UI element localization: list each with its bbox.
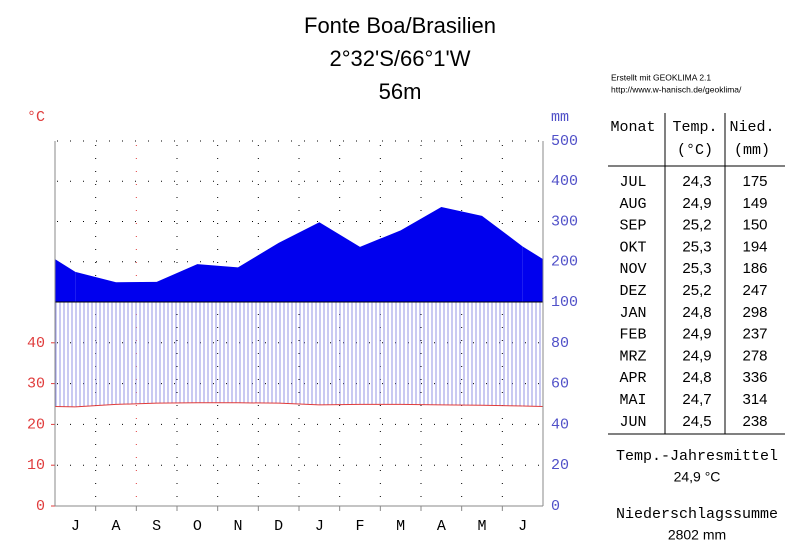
table: Monat Temp. (°C) Nied. (mm) JUL 24,3 175 AU… <box>608 113 785 435</box>
table-header: (°C) <box>677 142 713 159</box>
table-temp: 24,7 <box>682 391 711 408</box>
table-precip: 150 <box>742 217 767 234</box>
table-temp: 24,3 <box>682 173 711 190</box>
precip-area <box>75 207 523 302</box>
temp-line <box>75 402 523 408</box>
table-month: JAN <box>619 305 646 322</box>
x-tick-label: M <box>477 518 486 535</box>
y2-tick-label: 400 <box>551 173 578 190</box>
table-month: JUL <box>619 174 646 191</box>
y-axis-label: °C <box>27 109 45 126</box>
table-month: AUG <box>619 196 646 213</box>
table-precip: 194 <box>742 238 767 255</box>
table-month: DEZ <box>619 283 646 300</box>
table-temp: 24,8 <box>682 304 711 321</box>
y2-tick-label: 500 <box>551 133 578 150</box>
x-tick-label: D <box>274 518 283 535</box>
table-temp: 24,9 <box>682 195 711 212</box>
y-tick-label: 0 <box>36 498 45 515</box>
y2-tick-label: 80 <box>551 335 569 352</box>
table-temp: 24,9 <box>682 326 711 343</box>
table-month: APR <box>619 370 646 387</box>
table-precip: 149 <box>742 195 767 212</box>
y2-tick-label: 100 <box>551 294 578 311</box>
table-month: SEP <box>619 218 646 235</box>
x-tick-label: F <box>355 518 364 535</box>
table-month: NOV <box>619 261 646 278</box>
temp-edge <box>54 405 544 408</box>
table-temp: 25,3 <box>682 260 711 277</box>
table-precip: 247 <box>742 282 767 299</box>
table-month: MRZ <box>619 348 646 365</box>
x-tick-label: O <box>193 518 202 535</box>
title: Fonte Boa/Brasilien <box>304 13 496 38</box>
precip-edge <box>522 246 543 302</box>
elevation: 56m <box>379 79 422 104</box>
y2-axis-label: mm <box>551 109 569 126</box>
table-precip: 298 <box>742 304 767 321</box>
table-precip: 336 <box>742 369 767 386</box>
table-temp: 24,5 <box>682 413 711 430</box>
table-header: Nied. <box>729 119 774 136</box>
table-month: FEB <box>619 327 646 344</box>
table-header: Monat <box>610 119 655 136</box>
summary-label: Niederschlagssumme <box>616 506 778 523</box>
summary-label: Temp.-Jahresmittel <box>616 448 778 465</box>
table-temp: 25,2 <box>682 282 711 299</box>
x-tick-label: S <box>152 518 161 535</box>
y2-tick-label: 300 <box>551 213 578 230</box>
credit: Erstellt mit GEOKLIMA 2.1 <box>611 72 711 82</box>
table-temp: 25,2 <box>682 217 711 234</box>
table-month: MAI <box>619 392 646 409</box>
table-header: Temp. <box>672 119 717 136</box>
y-tick-label: 30 <box>27 376 45 393</box>
coordinates: 2°32'S/66°1'W <box>330 46 471 71</box>
y2-tick-label: 60 <box>551 376 569 393</box>
y-tick-label: 20 <box>27 416 45 433</box>
x-tick-label: M <box>396 518 405 535</box>
table-month: JUN <box>619 414 646 431</box>
credit-url: http://www.w-hanisch.de/geoklima/ <box>611 84 742 94</box>
table-temp: 24,8 <box>682 369 711 386</box>
summary-value: 2802 mm <box>668 527 726 543</box>
x-tick-label: J <box>71 518 80 535</box>
table-month: OKT <box>619 239 646 256</box>
y2-tick-label: 200 <box>551 254 578 271</box>
table-temp: 24,9 <box>682 347 711 364</box>
x-tick-label: A <box>437 518 446 535</box>
x-tick-label: J <box>315 518 324 535</box>
table-precip: 237 <box>742 326 767 343</box>
y-tick-label: 10 <box>27 457 45 474</box>
table-precip: 238 <box>742 413 767 430</box>
precip-edge <box>55 259 76 302</box>
table-precip: 186 <box>742 260 767 277</box>
y2-tick-label: 20 <box>551 457 569 474</box>
x-tick-label: N <box>233 518 242 535</box>
y2-tick-label: 40 <box>551 416 569 433</box>
table-precip: 175 <box>742 173 767 190</box>
summary-value: 24,9 °C <box>674 469 721 485</box>
y-tick-label: 40 <box>27 335 45 352</box>
table-temp: 25,3 <box>682 238 711 255</box>
y2-tick-label: 0 <box>551 498 560 515</box>
table-precip: 278 <box>742 347 767 364</box>
table-header: (mm) <box>734 142 770 159</box>
table-body: JUL 24,3 175 AUG 24,9 149 SEP 25,2 150 OKT 25,3 194… <box>619 173 767 431</box>
x-tick-label: J <box>518 518 527 535</box>
table-precip: 314 <box>742 391 767 408</box>
x-tick-label: A <box>111 518 120 535</box>
